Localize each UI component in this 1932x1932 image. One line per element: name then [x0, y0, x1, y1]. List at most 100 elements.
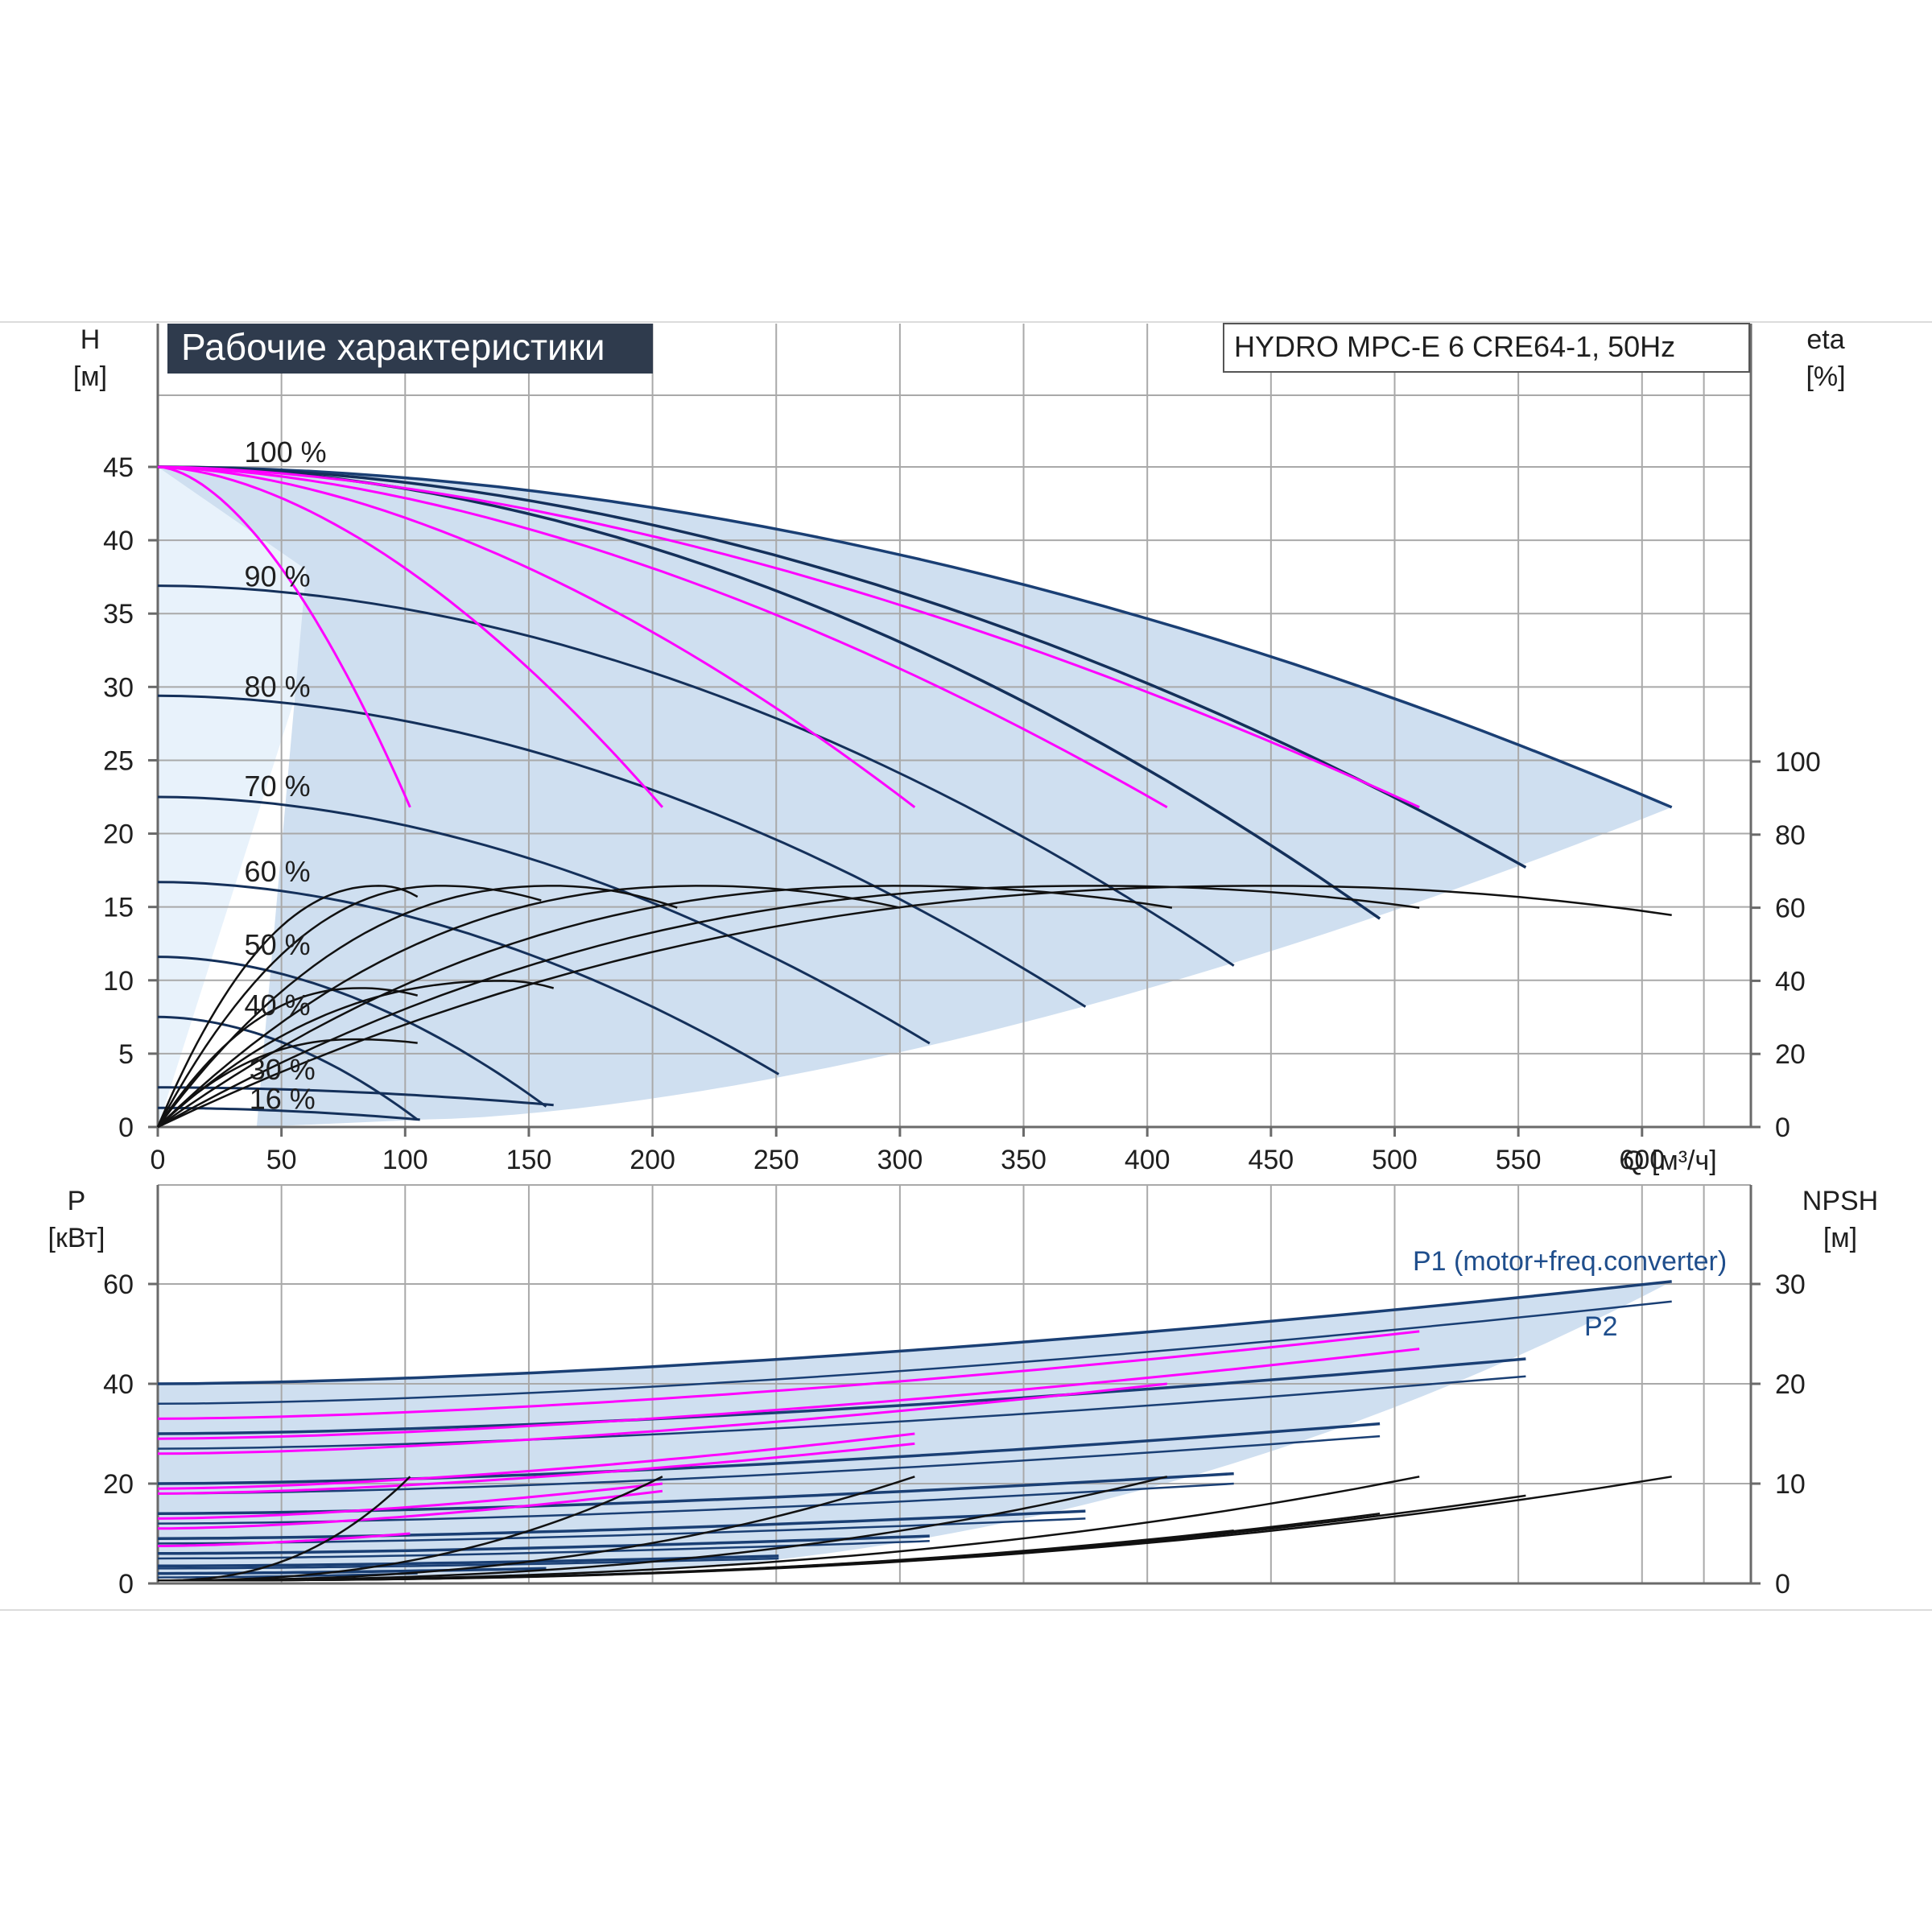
- system-power-curve: [157, 1489, 663, 1530]
- flow-tick-label: 250: [753, 1145, 799, 1175]
- power-curve: [157, 1357, 1526, 1435]
- head-curve: [157, 584, 1235, 967]
- flow-tick-label: 300: [877, 1145, 923, 1175]
- npsh-tick-label: 20: [1775, 1369, 1806, 1400]
- head-curve: [158, 1086, 554, 1107]
- head-curve: [157, 694, 1087, 1008]
- speed-label: 50 %: [245, 928, 311, 961]
- system-power-curve: [158, 1532, 411, 1547]
- p1-series-label: P1 (motor+freq.converter): [1413, 1246, 1727, 1277]
- flow-tick-label: 450: [1248, 1145, 1294, 1175]
- efficiency-curve: [157, 885, 1173, 1129]
- system-curve: [157, 465, 1420, 809]
- head-curve: [157, 956, 547, 1108]
- efficiency-curve: [157, 885, 1420, 1129]
- power-tick-label: 20: [103, 1469, 134, 1500]
- power-axis-title: P: [68, 1186, 86, 1216]
- npsh-tick-label: 30: [1775, 1269, 1806, 1300]
- model-box: [1223, 323, 1750, 373]
- power-npsh-chart: 0 20 40 60 0 10 20 30: [103, 1184, 1806, 1600]
- system-power-curve: [157, 1382, 1167, 1455]
- speed-label: 70 %: [245, 770, 311, 803]
- efficiency-tick-label: 40: [1775, 966, 1806, 997]
- efficiency-tick-label: 100: [1775, 747, 1821, 778]
- system-power-curve: [157, 1330, 1420, 1420]
- flow-tick-label: 350: [1001, 1145, 1046, 1175]
- system-curve: [157, 465, 411, 808]
- npsh-axis-unit: [м]: [1823, 1223, 1857, 1253]
- npsh-curve: [158, 1530, 1234, 1582]
- head-curve: [157, 795, 931, 1045]
- speed-label: 30 %: [250, 1053, 316, 1086]
- efficiency-curve: [157, 885, 901, 1128]
- p1-curve: [157, 1280, 1672, 1385]
- efficiency-curve: [157, 885, 1672, 1129]
- system-power-curve: [157, 1348, 1420, 1440]
- npsh-curve: [158, 1476, 411, 1582]
- npsh-axis-title: NPSH: [1802, 1186, 1878, 1216]
- system-power-curve: [157, 1482, 663, 1520]
- efficiency-curve: [156, 987, 418, 1128]
- power-curve: [157, 1375, 1526, 1450]
- flow-tick-label: 100: [382, 1145, 428, 1175]
- head-curve: [158, 1106, 420, 1121]
- flow-tick-label: 200: [630, 1145, 675, 1175]
- power-curve: [157, 1509, 1086, 1540]
- chart-title: Рабочие характеристики: [181, 326, 605, 368]
- efficiency-tick-label: 0: [1775, 1113, 1790, 1143]
- head-curve: [157, 465, 1527, 869]
- efficiency-tick-label: 80: [1775, 820, 1806, 851]
- efficiency-curve: [156, 885, 542, 1128]
- power-axis-unit: [кВт]: [48, 1223, 105, 1253]
- speed-label: 80 %: [245, 670, 311, 703]
- speed-label: 40 %: [245, 989, 311, 1022]
- head-tick-label: 45: [103, 452, 134, 483]
- efficiency-axis-title: eta: [1806, 324, 1844, 355]
- flow-tick-label: 0: [151, 1145, 166, 1175]
- power-curve: [158, 1567, 547, 1575]
- efficiency-tick-label: 20: [1775, 1039, 1806, 1070]
- head-tick-label: 10: [103, 966, 134, 997]
- head-curve: [157, 465, 1673, 809]
- npsh-tick-label: 10: [1775, 1469, 1806, 1500]
- efficiency-tick-label: 60: [1775, 894, 1806, 924]
- flow-tick-label: 500: [1372, 1145, 1418, 1175]
- power-curve: [157, 1534, 930, 1555]
- head-tick-label: 30: [103, 672, 134, 703]
- efficiency-curve: [157, 980, 555, 1128]
- system-power-curve: [157, 1442, 915, 1495]
- flow-tick-label: 150: [506, 1145, 552, 1175]
- efficiency-curve: [157, 885, 678, 1128]
- head-tick-label: 20: [103, 819, 134, 850]
- head-curve: [157, 881, 780, 1075]
- efficiency-curve: [156, 885, 419, 1128]
- title-background: [167, 324, 653, 374]
- head-efficiency-chart: 0 5 10 15 20 25 30 35 40 450 20 40 60 80 100 0 50 100 150 2…: [103, 324, 1821, 1175]
- power-curve: [157, 1435, 1381, 1495]
- head-tick-label: 15: [103, 893, 134, 923]
- flow-tick-label: 550: [1496, 1145, 1542, 1175]
- flow-axis-title: Q [м³/ч]: [1623, 1146, 1717, 1176]
- head-tick-label: 40: [103, 526, 134, 556]
- p2-curve: [157, 1300, 1672, 1406]
- npsh-tick-label: 0: [1775, 1569, 1790, 1600]
- power-tick-label: 40: [103, 1369, 134, 1400]
- model-label: HYDRO MPC-E 6 CRE64-1, 50Hz: [1234, 330, 1675, 363]
- system-power-curve: [157, 1432, 915, 1490]
- flow-tick-label: 600: [1619, 1145, 1665, 1175]
- low-speed-area: [158, 467, 336, 1127]
- head-tick-label: 25: [103, 745, 134, 776]
- operating-area: [158, 467, 1672, 1127]
- speed-label: 100 %: [245, 436, 327, 469]
- efficiency-curve: [157, 1038, 418, 1128]
- system-curve: [157, 465, 916, 808]
- head-axis-title: H: [80, 324, 101, 355]
- speed-label: 16 %: [250, 1082, 316, 1115]
- speed-label: 60 %: [245, 855, 311, 888]
- flow-tick-label: 400: [1125, 1145, 1170, 1175]
- head-tick-label: 35: [103, 599, 134, 630]
- efficiency-axis-unit: [%]: [1806, 361, 1845, 392]
- flow-tick-label: 50: [266, 1145, 297, 1175]
- head-tick-label: 5: [118, 1039, 134, 1070]
